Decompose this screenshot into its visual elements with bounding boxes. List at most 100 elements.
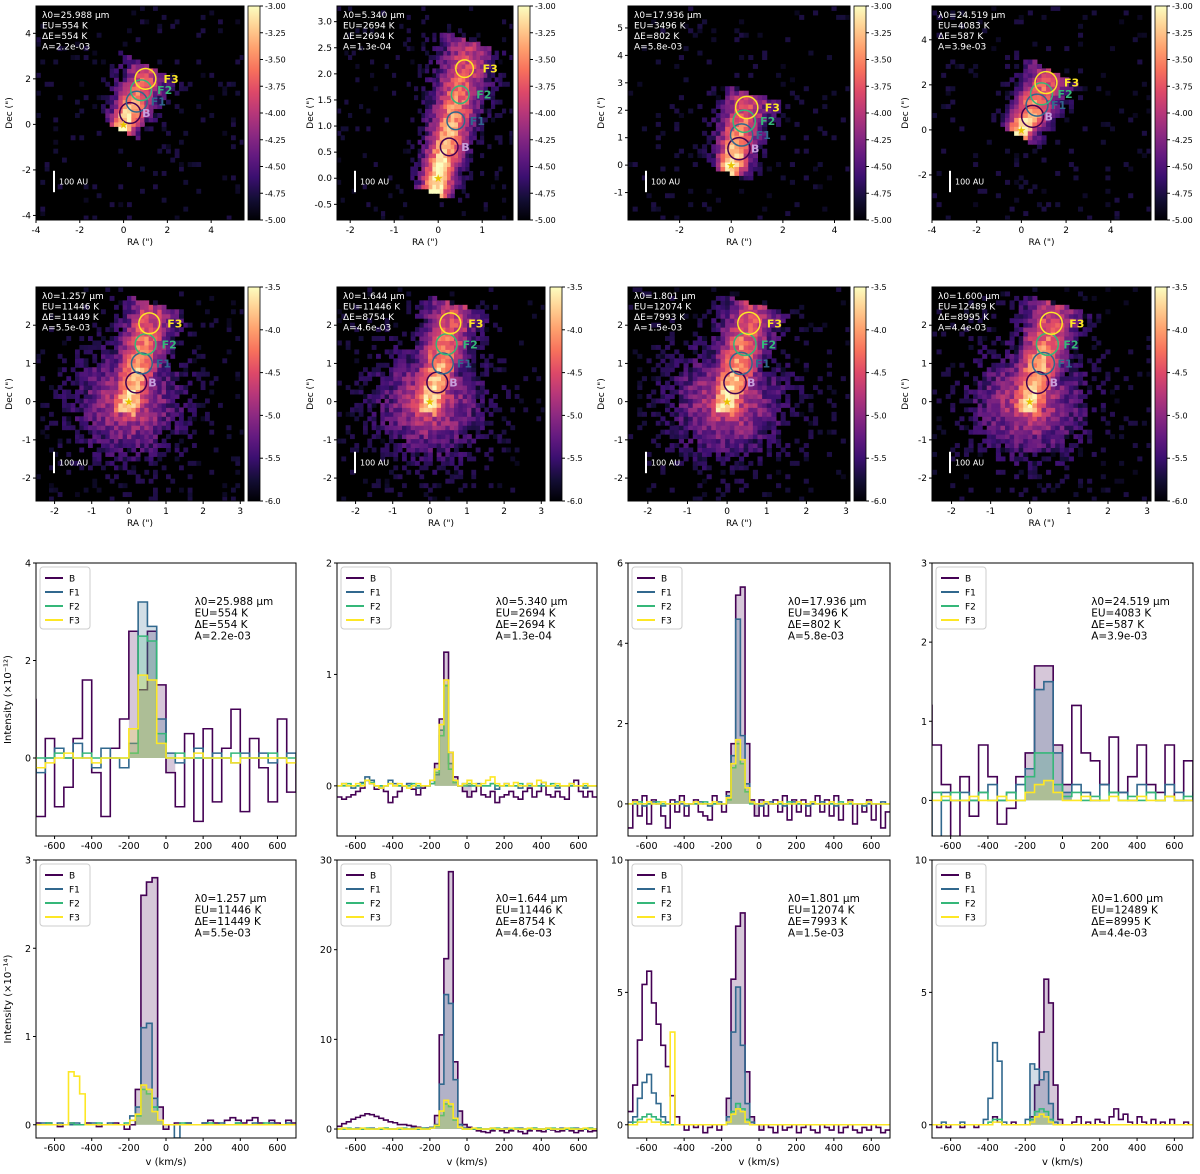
spectrum-info-line: A=3.9e-03 [1091, 631, 1147, 643]
x-tick-label: 400 [1128, 1143, 1146, 1154]
legend-label: B [965, 872, 971, 882]
spectrum-info-line: ΔE=11449 K [195, 916, 262, 928]
aperture-f3 [439, 312, 462, 335]
star-marker: ★ [119, 118, 129, 131]
colorbar-tick-label: -3.50 [871, 56, 892, 65]
series-line-f3 [36, 1071, 296, 1126]
aperture-label-b: B [751, 143, 759, 156]
colorbar-tick-label: -4.0 [871, 326, 887, 335]
colorbar-tick-label: -4.0 [1172, 326, 1188, 335]
map-info-line: EU=11446 K [42, 303, 100, 313]
emission-map [932, 6, 1151, 220]
y-tick-label: 10 [320, 1035, 332, 1046]
aperture-f2 [134, 333, 157, 356]
spectrum-info-line: λ0=25.988 µm [195, 596, 274, 608]
aperture-f3 [134, 67, 157, 91]
x-tick-label: -2 [675, 226, 684, 236]
plot-area [337, 651, 597, 804]
spectrum-info-line: EU=11446 K [496, 905, 564, 917]
plot-area [932, 978, 1193, 1129]
star-marker: ★ [425, 396, 435, 409]
plot-area [337, 870, 597, 1135]
series-fill-f3 [135, 1085, 169, 1125]
aperture-label-f3: F3 [1069, 317, 1084, 330]
x-tick-label: 400 [231, 1143, 249, 1154]
colorbar-tick-label: -4.25 [1172, 136, 1193, 145]
colorbar-tick-label: -5.0 [871, 411, 887, 420]
map-info-line: A=3.9e-03 [938, 43, 986, 53]
x-tick-label: 600 [268, 1143, 286, 1154]
legend-label: F2 [965, 900, 976, 910]
series-line-f2 [628, 742, 890, 805]
colorbar-tick-label: -5.00 [535, 216, 556, 225]
legend-label: F1 [370, 886, 381, 896]
spectrum-info-line: EU=12489 K [1091, 905, 1159, 917]
aperture-f1 [729, 123, 754, 147]
plot-area [36, 876, 296, 1138]
x-tick-label: -400 [81, 841, 103, 852]
legend-label: F1 [69, 589, 80, 599]
aperture-label-f3: F3 [483, 63, 498, 76]
x-tick-label: 4 [1108, 226, 1114, 236]
star-marker: ★ [726, 159, 736, 172]
emission-map [932, 287, 1151, 501]
y-tick-label: 0 [617, 799, 623, 810]
legend-label: F1 [69, 886, 80, 896]
y-tick-label: 2 [617, 321, 623, 331]
legend-label: B [661, 872, 667, 882]
x-tick-label: -200 [419, 841, 441, 852]
x-tick-label: -2 [972, 226, 981, 236]
aperture-f2 [450, 85, 470, 105]
aperture-b [1025, 370, 1050, 395]
series-line-f3 [36, 674, 296, 769]
x-tick-label: -1 [87, 507, 96, 517]
y-axis-label: Dec (") [306, 97, 316, 128]
legend-label: F3 [370, 617, 381, 627]
series-line-f1 [932, 1041, 1193, 1126]
x-tick-label: -400 [382, 841, 404, 852]
series-line-f3 [932, 779, 1193, 802]
map-frame [627, 286, 851, 502]
aperture-b [439, 137, 459, 157]
spectrum-info-line: λ0=1.257 µm [195, 893, 267, 905]
series-fill-f1 [135, 1023, 169, 1125]
x-tick-label: -200 [1014, 841, 1036, 852]
map-info-line: λ0=1.600 µm [938, 292, 1000, 302]
y-tick-label: 0 [921, 126, 927, 136]
x-tick-label: -1 [986, 507, 995, 517]
spectrum-info-line: ΔE=8754 K [496, 916, 557, 928]
y-axis-label: Dec (") [901, 97, 911, 128]
aperture-label-f3: F3 [1064, 77, 1079, 90]
y-tick-label: 2 [326, 559, 332, 570]
y-tick-label: 2 [617, 106, 623, 116]
plot-area [628, 586, 890, 829]
map-info-line: ΔE=11449 K [42, 313, 100, 323]
emission-map [628, 6, 850, 220]
spectrum-info-line: λ0=24.519 µm [1091, 596, 1170, 608]
y-tick-label: -4 [22, 211, 31, 221]
aperture-label-f2: F2 [1063, 338, 1078, 351]
map-info-line: λ0=5.340 µm [343, 11, 405, 21]
legend-label: F1 [965, 886, 976, 896]
x-axis-label: v (km/s) [145, 1157, 186, 1168]
x-tick-label: 0 [163, 841, 169, 852]
y-tick-label: 1 [25, 1032, 31, 1043]
map-info-line: λ0=25.988 µm [42, 11, 109, 21]
star-marker: ★ [1025, 396, 1035, 409]
x-tick-label: 2 [780, 226, 786, 236]
y-tick-label: 1 [617, 359, 623, 369]
colorbar-tick-label: -3.75 [871, 82, 892, 91]
x-axis-label: RA (") [412, 238, 438, 248]
map-info-line: A=4.4e-03 [938, 324, 986, 334]
y-tick-label: 2 [617, 719, 623, 730]
x-tick-label: 200 [194, 1143, 212, 1154]
aperture-f1 [729, 351, 753, 376]
colorbar-tick-label: -4.75 [535, 189, 556, 198]
y-tick-label: -2 [22, 474, 31, 484]
x-axis-label: v (km/s) [738, 1157, 779, 1168]
aperture-label-f2: F2 [760, 115, 775, 128]
y-tick-label: 6 [617, 559, 623, 570]
aperture-f1 [431, 352, 455, 375]
aperture-b [727, 136, 751, 161]
